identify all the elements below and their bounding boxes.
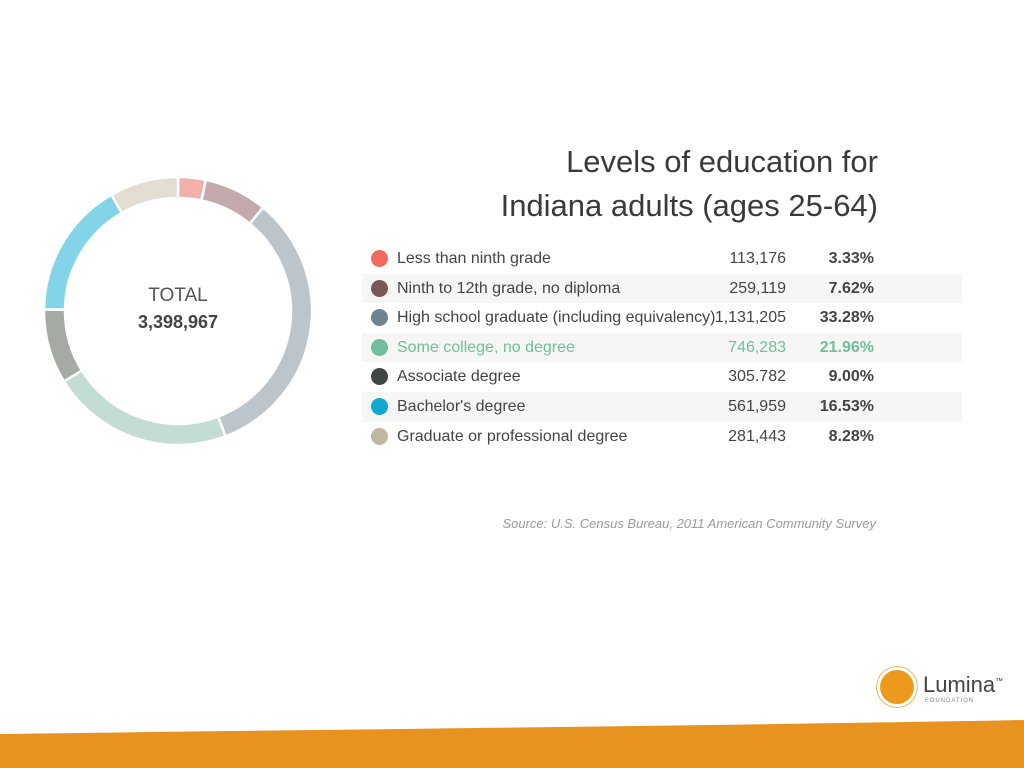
donut-slice	[42, 193, 124, 311]
donut-slice	[62, 368, 228, 447]
logo-subtitle: FOUNDATION	[925, 698, 975, 704]
legend-label: Some college, no degree	[397, 338, 575, 356]
legend-dot-icon	[371, 279, 388, 297]
legend-percent: 7.62%	[828, 279, 874, 297]
legend-dot-icon	[371, 250, 388, 267]
legend-count: 561,959	[728, 397, 786, 415]
legend-dot-icon	[371, 368, 388, 386]
legend-dot-icon	[371, 338, 388, 356]
legend-dot-icon	[371, 309, 388, 327]
donut-center-label: TOTAL	[148, 285, 207, 306]
legend-row: Graduate or professional degree 281,443 8.…	[362, 422, 962, 452]
legend-percent: 3.33%	[828, 250, 874, 267]
legend-count: 305.782	[728, 368, 786, 386]
legend-percent: 9.00%	[828, 368, 874, 386]
legend-count: 259,119	[729, 279, 786, 297]
legend-count: 113,176	[729, 250, 786, 267]
legend-label: Associate degree	[397, 368, 521, 386]
donut-chart: TOTAL 3,398,967	[42, 175, 314, 447]
donut-slices	[42, 175, 314, 447]
legend-dot-icon	[371, 427, 388, 445]
legend-count: 281,443	[728, 427, 786, 445]
donut-slice	[216, 205, 314, 438]
legend-label: Graduate or professional degree	[397, 427, 628, 445]
legend-percent: 33.28%	[819, 309, 874, 327]
legend-percent: 21.96%	[819, 338, 874, 356]
sun-icon	[880, 670, 914, 704]
legend-row: Bachelor's degree 561,959 16.53%	[362, 391, 962, 422]
legend-percent: 16.53%	[819, 397, 874, 415]
legend-row: Ninth to 12th grade, no diploma 259,119 7.…	[362, 273, 962, 304]
legend-label: Less than ninth grade	[397, 250, 551, 267]
chart-title: Levels of education for Indiana adults (…	[378, 140, 878, 228]
footer-wave	[0, 720, 1024, 768]
legend-row: Less than ninth grade 113,176 3.33%	[362, 244, 962, 274]
source-note: Source: U.S. Census Bureau, 2011 America…	[502, 516, 876, 531]
legend-count: 1,131,205	[714, 309, 786, 327]
chart-title-line-2: Indiana adults (ages 25-64)	[500, 188, 878, 223]
legend-label: Bachelor's degree	[397, 397, 526, 415]
lumina-logo: Lumina™ FOUNDATION	[880, 668, 1010, 712]
logo-name: Lumina™	[923, 672, 1004, 697]
donut-center-value: 3,398,967	[138, 312, 218, 332]
legend-row: Some college, no degree 746,283 21.96%	[362, 332, 962, 363]
legend-count: 746,283	[728, 338, 786, 356]
legend-row: Associate degree 305.782 9.00%	[362, 362, 962, 392]
legend-table: Less than ninth grade 113,176 3.33% Ninth t…	[362, 244, 962, 451]
donut-slice	[42, 308, 84, 384]
legend-percent: 8.28%	[828, 427, 874, 445]
legend-label: High school graduate (including equivale…	[397, 309, 716, 327]
chart-title-line-1: Levels of education for	[566, 144, 878, 179]
legend-row: High school graduate (including equivale…	[362, 303, 962, 333]
legend-dot-icon	[371, 397, 388, 415]
donut-slice	[109, 175, 180, 215]
legend-label: Ninth to 12th grade, no diploma	[397, 279, 621, 297]
